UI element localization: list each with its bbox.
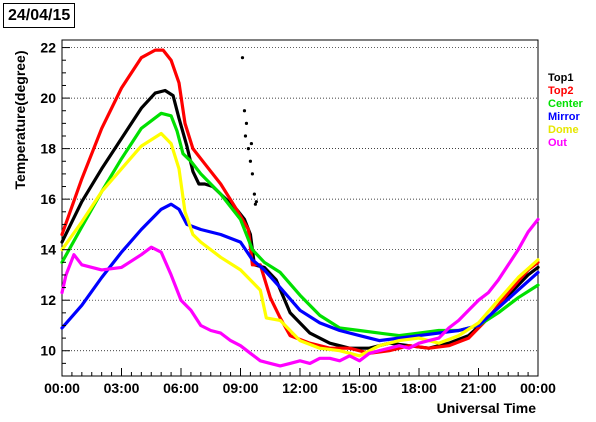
legend-item-center: Center	[548, 98, 583, 110]
x-tick-label: 00:00	[520, 380, 556, 396]
series-point	[250, 172, 254, 176]
series-point	[249, 141, 254, 146]
x-axis-label: Universal Time	[437, 400, 537, 416]
series-point	[244, 121, 249, 125]
series-line-out	[60, 217, 540, 368]
series-line-top2	[60, 48, 540, 355]
y-tick-label: 16	[40, 191, 56, 207]
series-line-center	[60, 111, 540, 338]
x-tick-label: 09:00	[223, 380, 259, 396]
series-layer	[60, 48, 540, 368]
y-axis-label: Temperature(degree)	[12, 50, 28, 189]
y-tick-label: 18	[40, 141, 56, 157]
series-line-dome	[60, 131, 540, 358]
y-tick-label: 20	[40, 90, 56, 106]
x-tick-label: 21:00	[461, 380, 497, 396]
series-point	[240, 56, 245, 60]
gridlines	[62, 47, 538, 352]
x-tick-label: 06:00	[163, 380, 199, 396]
legend-item-top2: Top2	[548, 85, 574, 97]
y-tick-label: 12	[40, 292, 56, 308]
x-tick-label: 15:00	[342, 380, 378, 396]
plot-frame	[61, 39, 539, 377]
series-point	[248, 159, 253, 163]
legend-item-top1: Top1	[548, 72, 574, 84]
series-point	[254, 200, 258, 204]
x-tick-label: 18:00	[401, 380, 437, 396]
x-tick-label: 00:00	[44, 380, 80, 396]
y-tick-label: 10	[40, 343, 56, 359]
series-point	[243, 134, 248, 138]
series-point	[252, 192, 256, 196]
legend: Top1 Top2 Center Mirror Dome Out	[548, 72, 583, 150]
legend-item-dome: Dome	[548, 124, 579, 136]
series-line-mirror	[60, 202, 540, 343]
y-tick-label: 14	[40, 242, 56, 258]
legend-item-mirror: Mirror	[548, 111, 580, 123]
x-tick-label: 03:00	[104, 380, 140, 396]
x-tick-label: 12:00	[282, 380, 318, 396]
series-point	[246, 147, 251, 151]
chart-title: 24/04/15	[3, 3, 75, 28]
series-point	[253, 202, 257, 206]
legend-item-out: Out	[548, 137, 567, 149]
series-point	[242, 109, 247, 113]
y-tick-label: 22	[40, 40, 56, 56]
axes: 10 12 14 16 18 20 22 00:00 03:00 06:00 09:00 12:00 1…	[40, 40, 556, 396]
